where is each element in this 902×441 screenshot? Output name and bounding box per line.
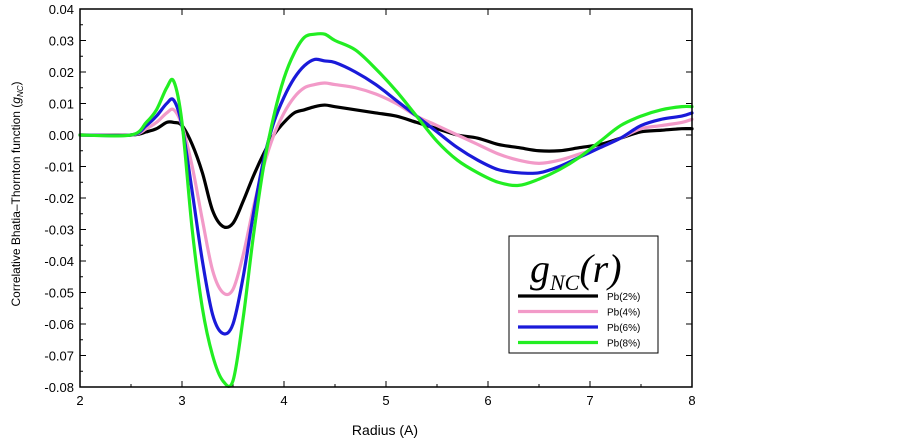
- y-tick-label: -0.02: [44, 191, 74, 206]
- legend-entry-label: Pb(4%): [607, 308, 640, 319]
- y-axis-title-close: ): [9, 81, 23, 85]
- series-lines: [78, 32, 694, 389]
- y-axis-title-sub: NC: [16, 85, 25, 97]
- y-tick-label: 0.01: [49, 97, 74, 112]
- legend-entries: Pb(2%) Pb(4%) Pb(6%) Pb(8%): [518, 292, 640, 350]
- y-tick-label: -0.06: [44, 317, 74, 332]
- y-tick-label: -0.03: [44, 223, 74, 238]
- legend-entry-label: Pb(8%): [607, 339, 640, 350]
- x-tick-label: 3: [178, 393, 185, 408]
- y-tick-label: -0.01: [44, 160, 74, 175]
- legend-entry-label: Pb(2%): [607, 292, 640, 303]
- legend: gNC(r) Pb(2%) Pb(4%) Pb(6%) Pb(8%): [508, 235, 659, 354]
- x-tick-label: 8: [688, 393, 695, 408]
- y-tick-label: -0.05: [44, 286, 74, 301]
- y-tick-label: 0.02: [49, 65, 74, 80]
- x-tick-label: 5: [382, 393, 389, 408]
- legend-title-arg: (r): [579, 246, 621, 291]
- plot-frame: [79, 8, 693, 388]
- x-tick-label: 4: [280, 393, 287, 408]
- series-line-2: [78, 81, 694, 297]
- x-tick-label: 7: [586, 393, 593, 408]
- legend-title: gNC(r): [530, 246, 622, 295]
- y-tick-label: -0.08: [44, 380, 74, 395]
- y-axis-title-var: g: [9, 97, 23, 104]
- series-line-4: [78, 32, 694, 389]
- y-tick-label: 0.00: [49, 128, 74, 143]
- y-axis-title: Correlative Bhatia–Thornton function (gN…: [9, 81, 25, 306]
- legend-title-sub: NC: [549, 270, 580, 295]
- y-tick-label: 0.03: [49, 34, 74, 49]
- y-tick-label: -0.07: [44, 349, 74, 364]
- x-axis-title: Radius (A): [352, 422, 418, 438]
- legend-title-main: g: [530, 246, 550, 291]
- x-tick-label: 2: [76, 393, 83, 408]
- tick-labels: 2 3 4 5 6 7 8 0.04 0.03 0.02 0.01 0.00 -0.01 -0.02 -0.…: [44, 2, 695, 408]
- legend-entry-label: Pb(6%): [607, 323, 640, 334]
- y-tick-label: 0.04: [49, 2, 74, 17]
- y-axis-title-main: Correlative Bhatia–Thornton function (: [9, 104, 23, 307]
- x-tick-label: 6: [484, 393, 491, 408]
- y-tick-label: -0.04: [44, 254, 74, 269]
- series-line-1: [78, 103, 694, 229]
